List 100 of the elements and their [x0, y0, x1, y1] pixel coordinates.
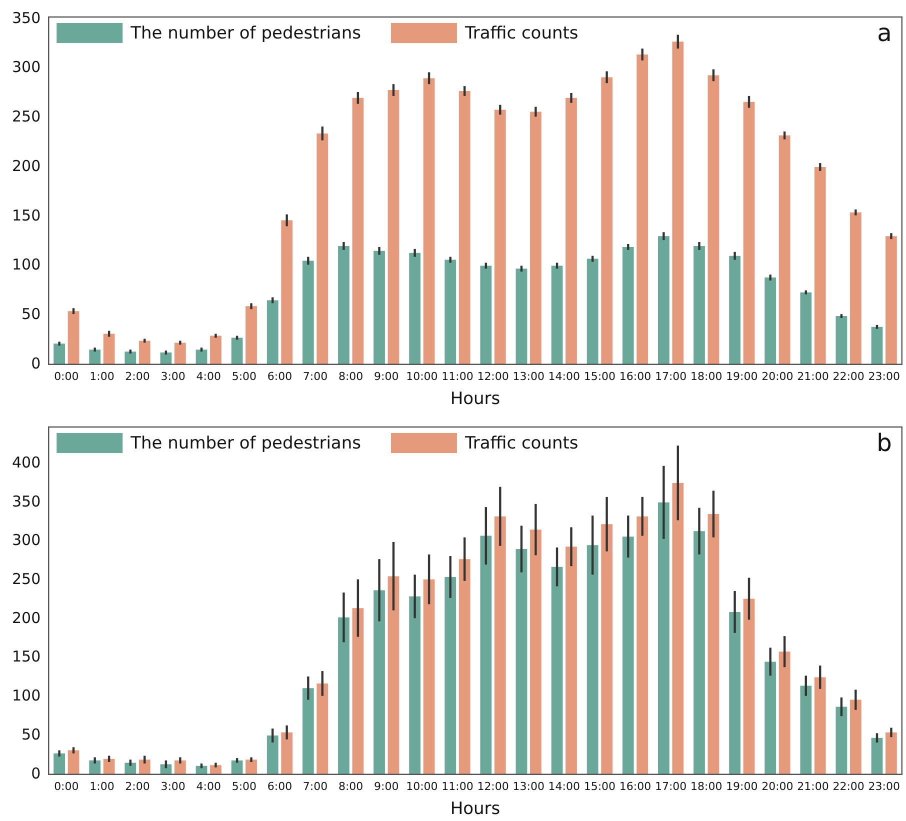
x-tick-label: 3:00: [160, 370, 186, 383]
bar: [743, 598, 755, 774]
x-tick-label: 0:00: [54, 370, 79, 383]
x-tick-label: 10:00: [406, 780, 438, 793]
bar: [694, 531, 705, 774]
bar: [871, 738, 883, 774]
x-tick-label: 9:00: [374, 780, 399, 793]
x-tick-label: 20:00: [762, 780, 794, 793]
bar: [636, 54, 648, 364]
bar: [316, 683, 328, 774]
bar: [494, 516, 506, 774]
x-tick-label: 21:00: [797, 780, 829, 793]
y-tick-label: 400: [12, 453, 41, 472]
y-tick-label: 350: [12, 8, 41, 27]
bar: [338, 617, 350, 774]
bar: [551, 566, 563, 774]
bar: [246, 306, 257, 364]
bar: [138, 340, 150, 364]
x-tick-label: 1:00: [90, 780, 114, 793]
x-tick-label: 16:00: [619, 780, 652, 793]
bar: [658, 236, 670, 364]
y-tick-label: 150: [12, 206, 41, 224]
x-tick-label: 23:00: [868, 780, 900, 793]
annotation: b: [876, 429, 892, 458]
x-tick-label: 19:00: [726, 370, 758, 383]
x-tick-label: 6:00: [267, 780, 292, 793]
bar: [729, 612, 740, 774]
x-tick-label: 22:00: [832, 370, 864, 383]
bar: [871, 326, 883, 364]
bar: [124, 352, 136, 364]
y-tick-label: 50: [22, 725, 41, 744]
legend-label: Traffic counts: [464, 433, 578, 454]
x-tick-label: 2:00: [125, 370, 150, 383]
y-tick-label: 100: [12, 686, 41, 705]
x-tick-label: 22:00: [832, 780, 864, 793]
legend-label: Traffic counts: [464, 23, 578, 44]
bar: [601, 77, 612, 364]
bar: [622, 536, 634, 774]
bar: [601, 524, 612, 774]
bar: [124, 762, 136, 774]
bar: [836, 316, 848, 364]
x-tick-label: 11:00: [442, 780, 474, 793]
x-tick-label: 19:00: [726, 780, 758, 793]
x-tick-label: 15:00: [584, 370, 616, 383]
x-tick-label: 7:00: [302, 780, 328, 793]
bar: [850, 700, 862, 774]
bar: [622, 246, 634, 364]
y-tick-label: 200: [12, 608, 41, 627]
x-tick-label: 13:00: [512, 780, 544, 793]
bar: [302, 688, 314, 774]
x-tick-label: 18:00: [690, 780, 722, 793]
bar: [586, 545, 598, 774]
x-tick-label: 5:00: [232, 370, 257, 383]
y-tick-label: 150: [12, 648, 41, 666]
x-tick-label: 2:00: [125, 780, 150, 793]
bar: [210, 336, 222, 364]
bar: [708, 514, 720, 774]
bar: [516, 549, 528, 774]
y-tick-label: 0: [31, 354, 41, 372]
y-tick-label: 300: [12, 58, 41, 76]
bar: [800, 292, 812, 364]
bar: [352, 608, 364, 774]
x-tick-label: 0:00: [54, 780, 79, 793]
y-tick-label: 300: [12, 531, 41, 550]
x-tick-label: 8:00: [338, 370, 364, 383]
bar: [480, 536, 492, 774]
x-axis-title: Hours: [450, 389, 500, 410]
bar: [444, 260, 456, 364]
x-tick-label: 14:00: [548, 780, 580, 793]
bar: [729, 256, 740, 364]
y-tick-label: 350: [12, 492, 41, 510]
bar: [764, 662, 776, 774]
bar: [458, 559, 470, 774]
bar: [68, 311, 80, 364]
bar: [68, 750, 80, 774]
x-tick-label: 1:00: [90, 370, 114, 383]
bar: [586, 258, 598, 364]
bar: [566, 546, 577, 774]
x-tick-label: 5:00: [232, 780, 257, 793]
bar: [160, 352, 172, 364]
bar: [89, 760, 101, 774]
x-tick-label: 4:00: [196, 370, 221, 383]
y-tick-label: 100: [12, 256, 41, 274]
bar: [423, 78, 435, 364]
x-tick-label: 7:00: [302, 370, 328, 383]
bar: [551, 266, 563, 364]
y-tick-label: 200: [12, 156, 41, 175]
bar: [850, 212, 862, 364]
bar: [444, 576, 456, 774]
bar: [352, 98, 364, 364]
bar: [103, 758, 115, 774]
legend-label: The number of pedestrians: [130, 433, 362, 454]
bar: [54, 753, 65, 774]
bar: [814, 677, 826, 774]
y-tick-label: 0: [31, 764, 41, 782]
bar: [138, 760, 150, 774]
bar: [743, 102, 755, 364]
bar: [174, 342, 186, 364]
x-tick-label: 9:00: [374, 370, 399, 383]
bar: [374, 250, 385, 364]
